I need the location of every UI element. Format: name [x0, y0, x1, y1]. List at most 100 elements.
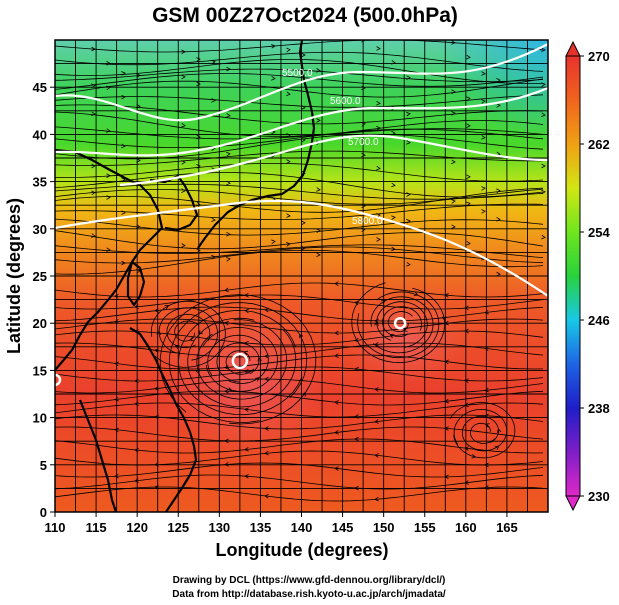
- streamline-arrow: [376, 237, 381, 242]
- vortex-streamline: [159, 294, 317, 425]
- streamline-arrow: [271, 44, 276, 49]
- streamline: [55, 126, 544, 140]
- colorbar-max-arrow: [565, 40, 581, 57]
- streamline-arrow: [376, 100, 381, 106]
- y-tick-label: 35: [33, 175, 47, 190]
- streamline-arrow: [114, 361, 119, 367]
- streamline-arrow: [244, 447, 249, 452]
- streamline-arrow: [376, 126, 381, 131]
- x-tick-label: 130: [208, 520, 230, 535]
- streamline-arrow: [354, 436, 359, 442]
- colorbar-ramp: [565, 55, 581, 497]
- y-tick-label: 20: [33, 316, 47, 331]
- x-tick-label: 120: [126, 520, 148, 535]
- streamline-arrow: [196, 134, 201, 140]
- streamline-arrow: [496, 78, 501, 83]
- streamline-arrow: [316, 187, 321, 192]
- x-tick-label: 160: [455, 520, 477, 535]
- contour-line-5600: [55, 86, 548, 157]
- streamline-arrow: [91, 111, 96, 117]
- plot-area: 5500.0 5600.0 5700.0 5800.0: [55, 40, 548, 512]
- streamline-arrow: [271, 76, 276, 81]
- x-tick-label: 125: [167, 520, 189, 535]
- streamline-arrow: [451, 199, 456, 204]
- streamline: [55, 104, 544, 125]
- vortex-streamline: [150, 300, 226, 368]
- streamline-arrow: [121, 143, 126, 149]
- streamline-arrow: [211, 217, 216, 222]
- streamline-arrow: [464, 446, 469, 451]
- streamline-arrow: [106, 247, 111, 252]
- streamline: [55, 414, 544, 430]
- x-tick-label: 115: [86, 520, 107, 535]
- vortex-streamline: [225, 350, 255, 375]
- vortex-streamline: [357, 291, 440, 359]
- streamline-arrow: [181, 243, 186, 248]
- streamline-arrow: [121, 210, 126, 215]
- y-tick-label: 0: [40, 505, 47, 520]
- storm-center-marker: [55, 373, 62, 387]
- streamline-arrow: [226, 151, 231, 157]
- streamline: [55, 163, 544, 182]
- streamline: [55, 111, 544, 137]
- contour-label-5500: 5500.0: [282, 68, 313, 79]
- streamline: [55, 128, 544, 148]
- streamline-arrow: [244, 407, 249, 412]
- vortex-streamline: [449, 402, 516, 459]
- x-tick-label: 135: [250, 520, 272, 535]
- streamline-arrow: [189, 336, 194, 342]
- streamline-arrow: [164, 305, 170, 310]
- streamline-arrow: [376, 46, 381, 51]
- colorbar-tick-label: 246: [588, 313, 610, 328]
- streamline-arrow: [334, 430, 339, 435]
- y-tick-label: 10: [33, 411, 47, 426]
- streamline: [55, 40, 544, 53]
- streamline: [55, 68, 544, 83]
- streamline-arrow: [484, 423, 490, 428]
- streamline-arrow: [271, 239, 276, 245]
- x-tick-label: 110: [45, 520, 66, 535]
- streamline-arrow: [464, 328, 469, 334]
- streamline: [55, 59, 544, 84]
- vortex-streamline: [461, 416, 499, 451]
- streamline-arrow: [106, 128, 111, 133]
- streamline-arrow: [106, 173, 111, 178]
- streamline-arrow: [481, 209, 486, 214]
- x-tick-label: 165: [496, 520, 518, 535]
- streamline-arrow: [374, 453, 379, 458]
- streamline-arrow: [136, 158, 141, 163]
- streamline-arrow: [301, 105, 306, 110]
- streamline-arrow: [181, 122, 186, 128]
- contour-line-5800: [55, 199, 548, 297]
- streamline-arrow: [391, 182, 396, 188]
- streamline-arrow: [334, 353, 339, 358]
- streamline: [55, 188, 544, 205]
- streamline-arrow: [255, 377, 260, 382]
- streamline-arrow: [91, 190, 96, 196]
- colorbar-tick-label: 254: [588, 225, 610, 240]
- streamline-arrow: [244, 474, 249, 479]
- streamline-arrow: [106, 195, 111, 200]
- streamline-arrow: [114, 396, 119, 402]
- y-axis-label: Latitude (degrees): [4, 198, 24, 354]
- streamline-arrow: [196, 81, 201, 87]
- streamline-arrow: [471, 454, 477, 459]
- streamline: [55, 486, 544, 502]
- streamline-arrow: [121, 71, 126, 76]
- colorbar-tick-label: 230: [588, 489, 610, 504]
- contour-label-5700: 5700.0: [348, 137, 379, 148]
- streamline-arrow: [374, 387, 379, 392]
- streamline-arrow: [91, 163, 96, 169]
- contour-line-5700: [119, 134, 548, 187]
- streamline-arrow: [406, 75, 411, 80]
- streamline-arrow: [484, 346, 489, 351]
- streamline: [55, 282, 544, 298]
- streamline-arrow: [374, 318, 379, 324]
- streamline-arrow: [374, 496, 379, 502]
- streamline-arrow: [541, 112, 546, 117]
- streamline-arrow: [361, 203, 366, 209]
- streamline-arrow: [264, 426, 269, 431]
- streamline-arrow: [114, 294, 119, 299]
- streamline: [55, 249, 544, 275]
